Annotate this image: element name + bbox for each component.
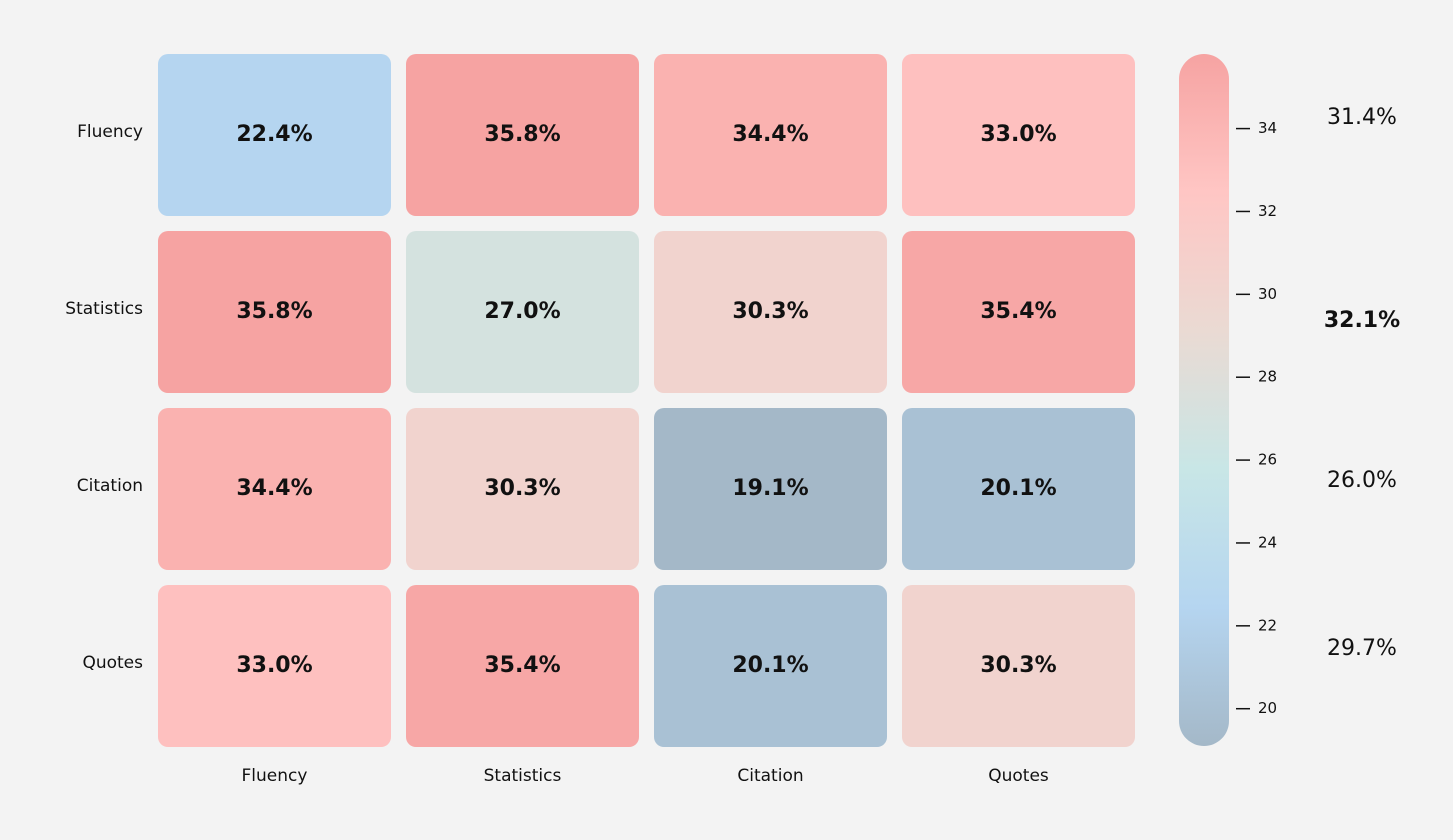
heatmap-cell bbox=[158, 408, 391, 570]
column-label: Citation bbox=[737, 766, 803, 786]
cell-label: 30.3% bbox=[980, 653, 1056, 678]
heatmap-cell bbox=[406, 231, 639, 393]
colorbar-tick-label: 30 bbox=[1258, 285, 1277, 303]
colorbar-tick-label: 20 bbox=[1258, 699, 1277, 717]
heatmap-cell bbox=[158, 231, 391, 393]
colorbar-tick-label: 22 bbox=[1258, 616, 1277, 634]
row-label: Citation bbox=[77, 476, 143, 496]
heatmap-cell bbox=[654, 231, 887, 393]
cell-label: 35.4% bbox=[484, 653, 560, 678]
cell-label: 33.0% bbox=[980, 122, 1056, 147]
cell-label: 22.4% bbox=[236, 122, 312, 147]
heatmap-cell bbox=[654, 585, 887, 747]
cell-label: 35.8% bbox=[484, 122, 560, 147]
colorbar bbox=[1179, 54, 1229, 746]
cell-label: 35.8% bbox=[236, 299, 312, 324]
heatmap-cell bbox=[654, 54, 887, 216]
row-average: 26.0% bbox=[1327, 468, 1397, 493]
column-label: Statistics bbox=[484, 766, 562, 786]
cell-label: 20.1% bbox=[732, 653, 808, 678]
row-average: 31.4% bbox=[1327, 105, 1397, 130]
cell-label: 27.0% bbox=[484, 299, 560, 324]
colorbar-tick-label: 26 bbox=[1258, 451, 1277, 469]
cell-label: 19.1% bbox=[732, 476, 808, 501]
row-average: 29.7% bbox=[1327, 636, 1397, 661]
colorbar-tick-label: 34 bbox=[1258, 119, 1277, 137]
cell-label: 30.3% bbox=[732, 299, 808, 324]
colorbar-tick-label: 28 bbox=[1258, 368, 1277, 386]
cell-label: 35.4% bbox=[980, 299, 1056, 324]
row-label: Quotes bbox=[82, 653, 143, 673]
column-label: Quotes bbox=[988, 766, 1049, 786]
cell-label: 20.1% bbox=[980, 476, 1056, 501]
column-label: Fluency bbox=[242, 766, 308, 786]
heatmap-cell bbox=[406, 408, 639, 570]
heatmap-cell bbox=[902, 408, 1135, 570]
cell-label: 34.4% bbox=[236, 476, 312, 501]
colorbar-tick-label: 32 bbox=[1258, 202, 1277, 220]
row-average: 32.1% bbox=[1324, 308, 1400, 333]
heatmap-cell bbox=[406, 585, 639, 747]
cell-label: 30.3% bbox=[484, 476, 560, 501]
heatmap-cell bbox=[902, 54, 1135, 216]
cell-label: 34.4% bbox=[732, 122, 808, 147]
row-label: Statistics bbox=[65, 299, 143, 319]
heatmap-cell bbox=[406, 54, 639, 216]
row-label: Fluency bbox=[77, 122, 143, 142]
heatmap-cell bbox=[654, 408, 887, 570]
heatmap-cell bbox=[158, 54, 391, 216]
heatmap-cell bbox=[902, 585, 1135, 747]
cell-label: 33.0% bbox=[236, 653, 312, 678]
heatmap-cell bbox=[902, 231, 1135, 393]
heatmap-cell bbox=[158, 585, 391, 747]
colorbar-tick-label: 24 bbox=[1258, 533, 1277, 551]
